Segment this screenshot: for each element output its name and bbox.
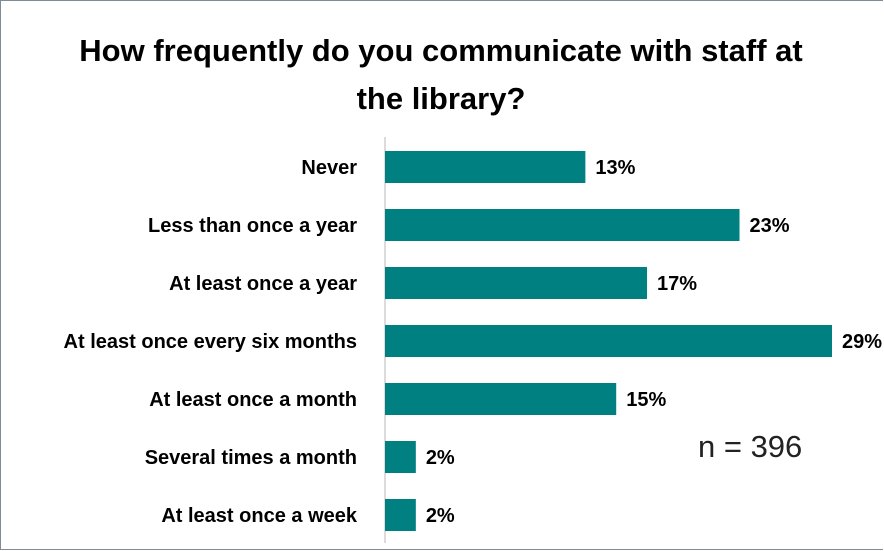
value-label-4: 15% [626,389,666,411]
value-label-0: 13% [595,157,635,179]
value-label-1: 23% [750,215,790,237]
bar-6 [385,499,416,531]
bar-1 [385,209,740,241]
category-label-5: Several times a month [145,447,357,469]
value-label-2: 17% [657,273,697,295]
bar-5 [385,441,416,473]
value-label-5: 2% [426,447,455,469]
category-label-3: At least once every six months [64,331,357,353]
bar-3 [385,325,832,357]
bar-2 [385,267,648,299]
chart-title: How frequently do you communicate with s… [79,33,803,116]
category-label-4: At least once a month [149,389,357,411]
bar-0 [385,151,586,183]
value-label-6: 2% [426,505,455,527]
bar-4 [385,383,617,415]
value-label-3: 29% [842,331,882,353]
category-label-2: At least once a year [169,273,357,295]
category-label-1: Less than once a year [148,215,357,237]
category-label-0: Never [301,157,357,179]
sample-size-note: n = 396 [698,429,803,464]
category-label-6: At least once a week [161,505,358,527]
bars-group: Never 13% Less than once a year 23% At least… [64,151,882,531]
